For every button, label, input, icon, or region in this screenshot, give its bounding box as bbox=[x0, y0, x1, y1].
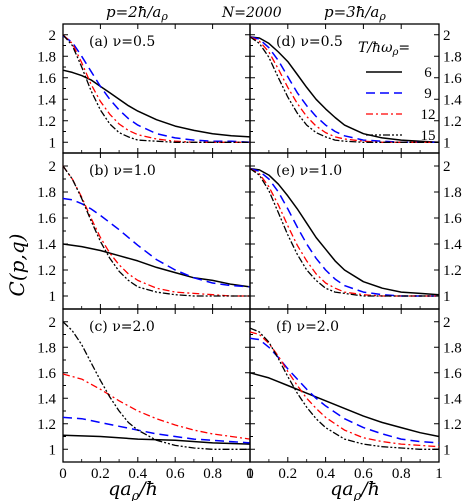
y-tick-label: 1 bbox=[443, 289, 451, 305]
series-line-12 bbox=[249, 36, 439, 143]
panel-5: 1 1.2 1.4 1.6 1.8 2 (e) ν=1.0 bbox=[249, 152, 462, 310]
series-line-15 bbox=[249, 168, 439, 297]
series-line-12 bbox=[62, 373, 251, 440]
x-tick-label: 0.4 bbox=[316, 466, 335, 482]
x-tick-label: 0 bbox=[59, 466, 67, 482]
y-tick-label: 1.6 bbox=[37, 211, 56, 227]
series-line-15 bbox=[249, 327, 439, 450]
y-tick-label: 1.6 bbox=[443, 71, 462, 87]
x-tick-label: 0.2 bbox=[278, 466, 297, 482]
legend-label-6: 6 bbox=[424, 65, 432, 81]
y-tick-label: 2 bbox=[49, 28, 57, 44]
y-tick-label: 1 bbox=[443, 135, 451, 151]
panel-6: 1 1.2 1.4 1.6 1.8 2 0 0.2 0.4 0.6 0.8 1 (f) ν=2.0 bbox=[246, 308, 462, 482]
series-line-6 bbox=[62, 243, 251, 288]
panels-group: 1 1.2 1.4 1.6 1.8 2 (a) ν=0.5 1 1.2 1.4 1.6 1.8 2 (b)… bbox=[37, 23, 462, 482]
y-tick-label: 1.2 bbox=[443, 417, 462, 433]
panel-2: 1 1.2 1.4 1.6 1.8 2 (b) ν=1.0 bbox=[37, 152, 251, 310]
panel-label: (c) ν=2.0 bbox=[89, 319, 155, 335]
y-tick-label: 1 bbox=[49, 442, 57, 458]
header-right: p=3ħ/aρ bbox=[324, 3, 386, 23]
panel-label: (b) ν=1.0 bbox=[89, 163, 156, 179]
series-line-9 bbox=[62, 197, 251, 288]
y-tick-label: 1.6 bbox=[37, 71, 56, 87]
x-axis-label-left: qaρ/ħ bbox=[108, 478, 158, 501]
series-line-12 bbox=[62, 165, 250, 297]
y-tick-label: 1.8 bbox=[443, 49, 462, 65]
series-line-9 bbox=[62, 35, 251, 144]
legend-label-9: 9 bbox=[424, 86, 432, 102]
legend: T/ħωρ= 6 9 12 15 bbox=[358, 40, 436, 144]
series-line-9 bbox=[62, 416, 251, 444]
panel-label: (f) ν=2.0 bbox=[276, 319, 339, 335]
y-tick-label: 1.6 bbox=[443, 366, 462, 382]
y-tick-label: 1.8 bbox=[443, 185, 462, 201]
panel-3: 1 1.2 1.4 1.6 1.8 2 0 0.2 0.4 0.6 0.8 1 (c) ν=2.0 bbox=[37, 308, 254, 482]
header-left: p=2ħ/aρ bbox=[106, 3, 168, 23]
series-line-12 bbox=[62, 34, 250, 143]
y-tick-label: 1 bbox=[49, 289, 57, 305]
panel-label: (a) ν=0.5 bbox=[89, 34, 155, 50]
series-line-15 bbox=[62, 34, 250, 143]
legend-title: T/ħωρ= bbox=[358, 40, 410, 58]
y-tick-label: 1 bbox=[49, 135, 57, 151]
x-tick-label: 0.8 bbox=[392, 466, 411, 482]
series-line-6 bbox=[62, 69, 251, 138]
y-tick-label: 2 bbox=[443, 28, 451, 44]
y-tick-label: 1.4 bbox=[443, 391, 462, 407]
panel-1: 1 1.2 1.4 1.6 1.8 2 (a) ν=0.5 bbox=[37, 23, 251, 154]
y-tick-label: 1.4 bbox=[443, 92, 462, 108]
series-line-6 bbox=[249, 167, 440, 296]
y-tick-label: 1.4 bbox=[37, 237, 56, 253]
y-tick-label: 1.2 bbox=[37, 417, 56, 433]
y-tick-label: 1.2 bbox=[443, 114, 462, 130]
series-line-12 bbox=[249, 331, 440, 448]
y-tick-label: 1 bbox=[443, 442, 451, 458]
series-line-6 bbox=[249, 36, 440, 144]
series-line-15 bbox=[62, 165, 250, 297]
y-tick-label: 1.2 bbox=[443, 263, 462, 279]
legend-label-15: 15 bbox=[421, 128, 436, 144]
y-tick-label: 1.8 bbox=[37, 49, 56, 65]
panel-4: 1 1.2 1.4 1.6 1.8 2 (d) ν=0.5 bbox=[249, 23, 462, 154]
series-line-12 bbox=[249, 168, 439, 297]
header-center: N=2000 bbox=[221, 5, 282, 21]
series-line-15 bbox=[249, 36, 439, 143]
series-line-9 bbox=[249, 167, 439, 297]
y-tick-label: 1.2 bbox=[37, 114, 56, 130]
y-tick-label: 1.6 bbox=[443, 211, 462, 227]
y-tick-label: 1.4 bbox=[443, 237, 462, 253]
x-tick-label: 1 bbox=[435, 466, 443, 482]
x-tick-label: 0.2 bbox=[91, 466, 110, 482]
y-tick-label: 1.2 bbox=[37, 263, 56, 279]
series-line-6 bbox=[249, 372, 440, 438]
legend-label-12: 12 bbox=[421, 107, 436, 123]
y-tick-label: 1.8 bbox=[37, 340, 56, 356]
y-tick-label: 1.6 bbox=[37, 366, 56, 382]
panel-label: (d) ν=0.5 bbox=[276, 34, 343, 50]
x-tick-label: 0.6 bbox=[354, 466, 373, 482]
x-tick-label: 0.8 bbox=[203, 466, 222, 482]
y-tick-label: 1.8 bbox=[37, 185, 56, 201]
y-tick-label: 2 bbox=[49, 159, 57, 175]
x-tick-label: 0.4 bbox=[128, 466, 147, 482]
y-tick-label: 2 bbox=[443, 159, 451, 175]
y-tick-label: 2 bbox=[49, 315, 57, 331]
series-line-9 bbox=[249, 36, 439, 144]
y-axis-label: C(p,q) bbox=[5, 234, 29, 297]
y-tick-label: 1.4 bbox=[37, 391, 56, 407]
series-line-9 bbox=[249, 337, 440, 444]
x-axis-label-right: qaρ/ħ bbox=[330, 478, 380, 501]
x-tick-label: 0.6 bbox=[166, 466, 185, 482]
y-tick-label: 1.8 bbox=[443, 340, 462, 356]
y-tick-label: 1.4 bbox=[37, 92, 56, 108]
panel-label: (e) ν=1.0 bbox=[276, 163, 342, 179]
y-tick-label: 2 bbox=[443, 315, 451, 331]
x-tick-label: 1 bbox=[246, 466, 254, 482]
x-tick-label: 0 bbox=[246, 466, 254, 482]
series-line-15 bbox=[62, 321, 250, 450]
